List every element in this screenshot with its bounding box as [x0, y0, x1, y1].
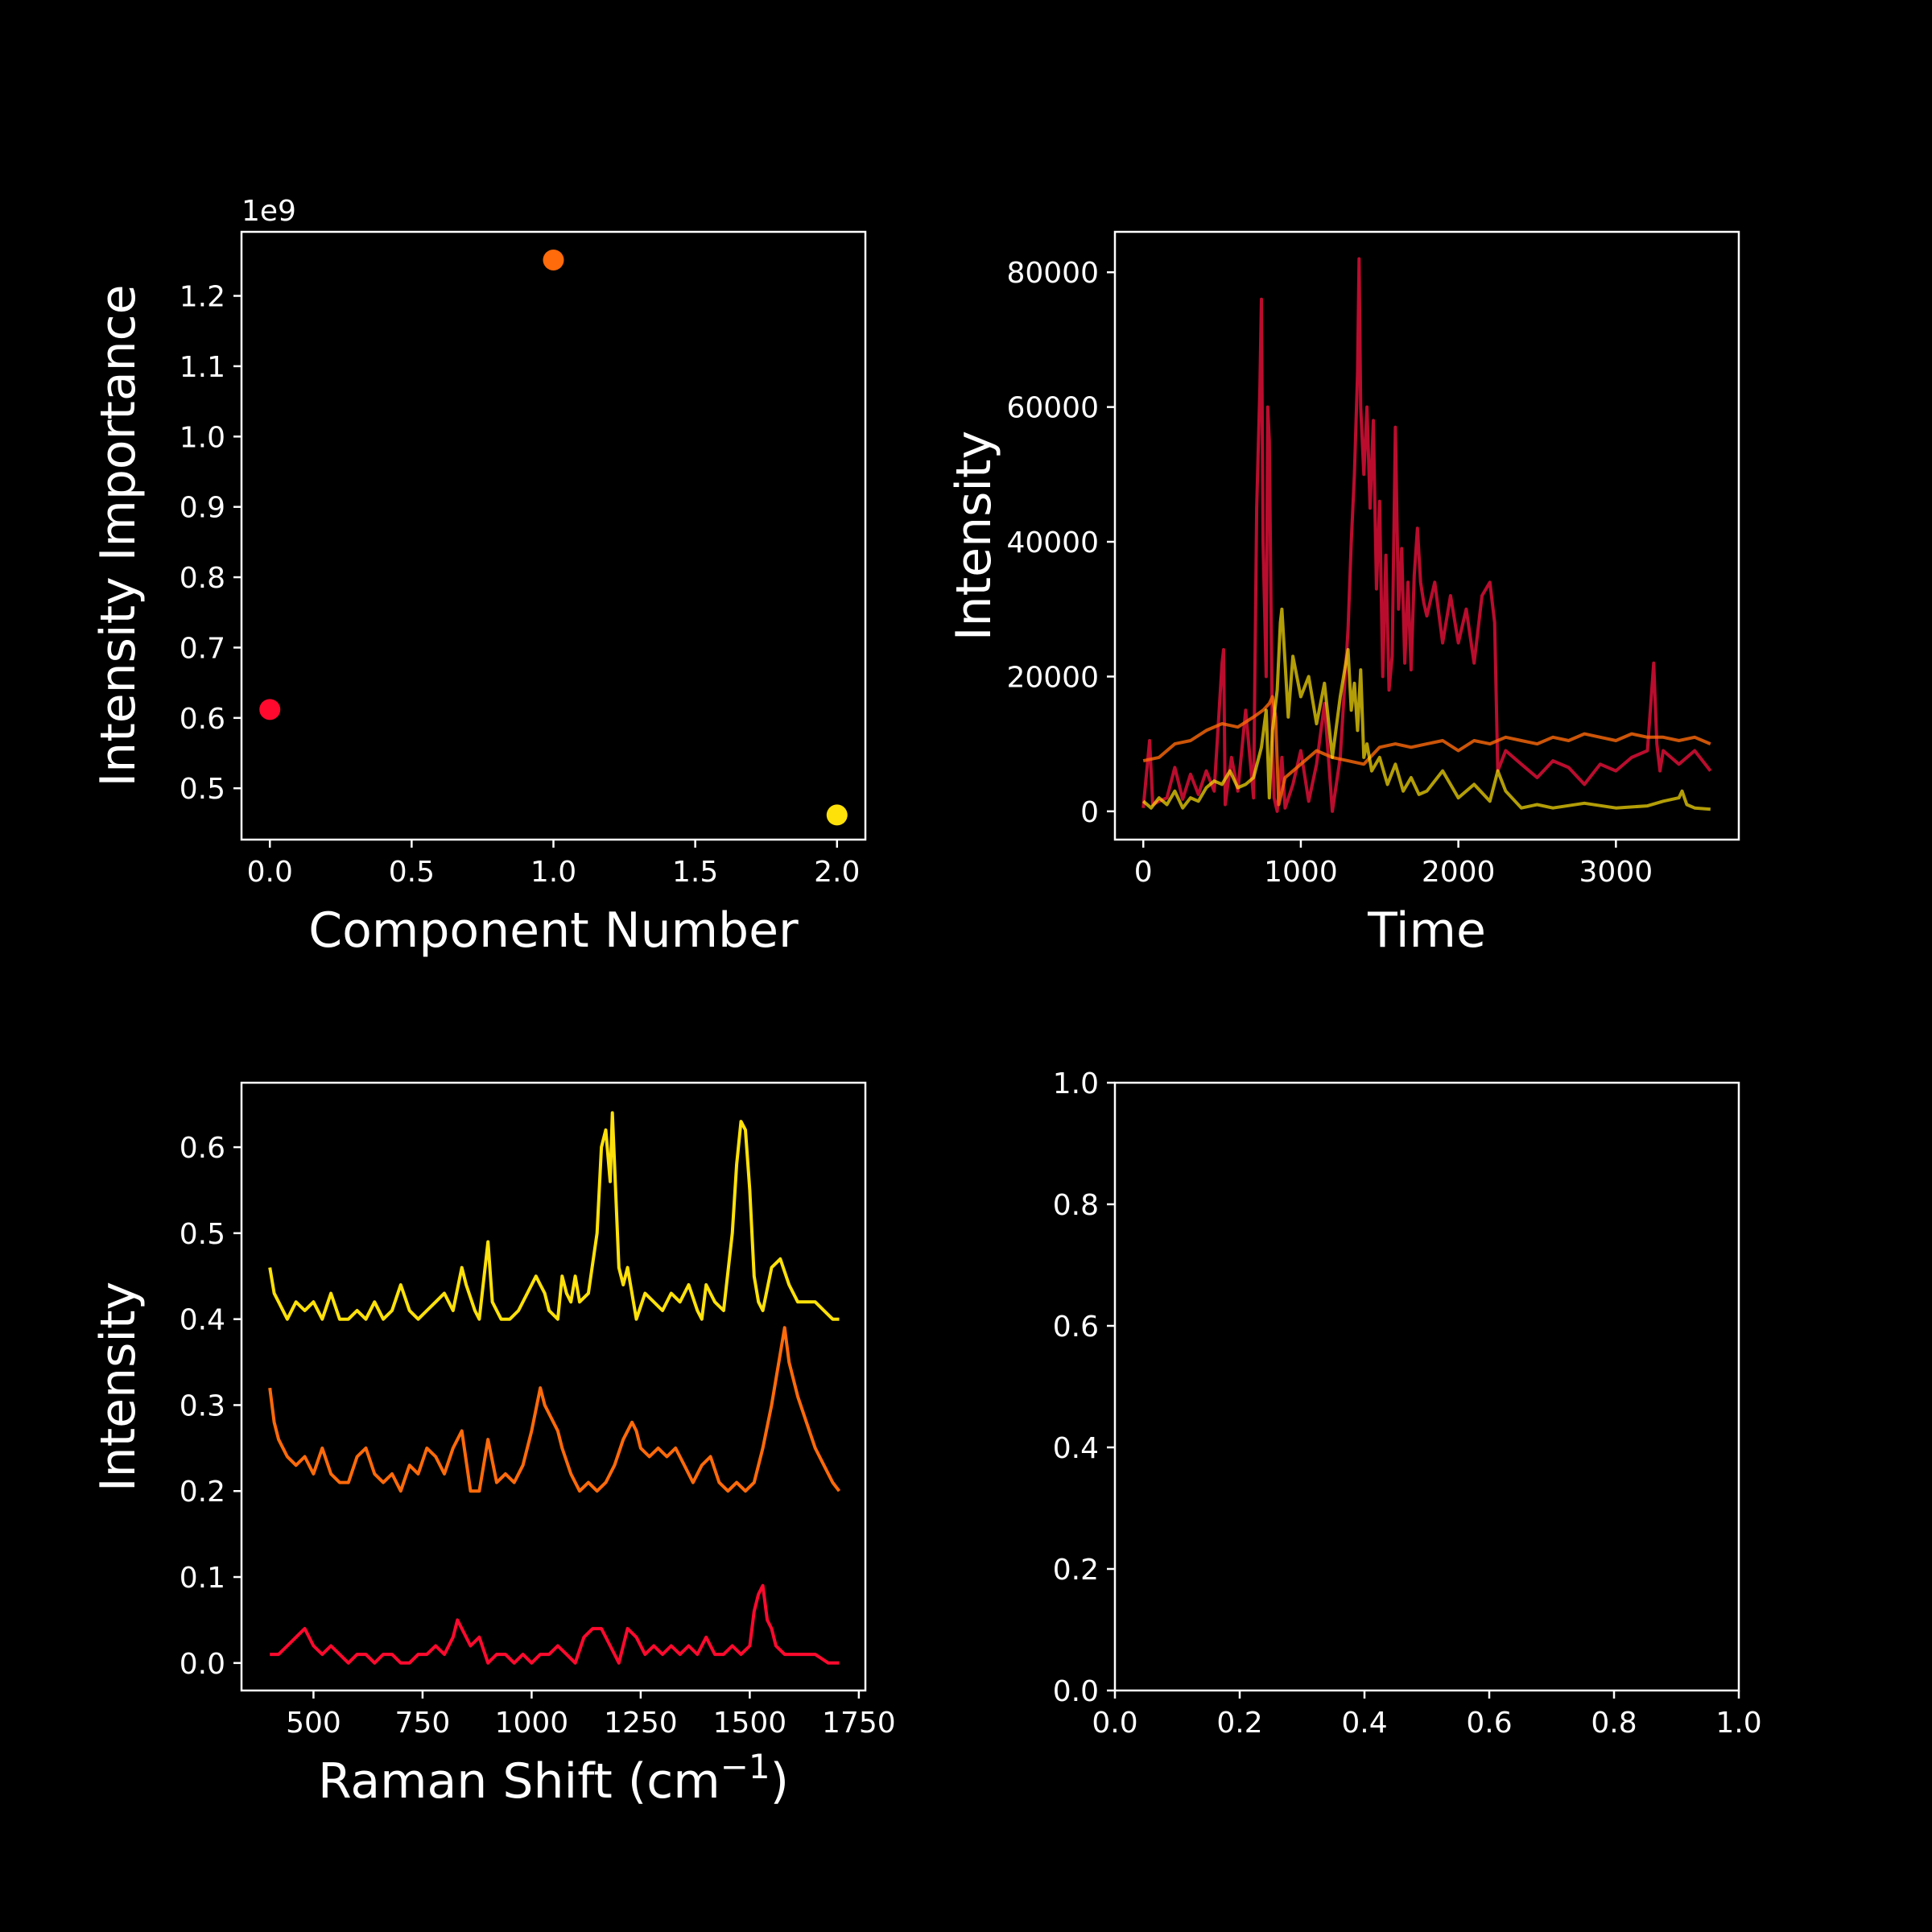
x-axis-label: Time [1367, 902, 1486, 959]
x-tick-label: 0.4 [1341, 1707, 1387, 1740]
x-tick-label: 1500 [713, 1707, 787, 1740]
y-axis-label: Intensity [90, 1282, 147, 1492]
y-tick-label: 0.0 [180, 1648, 225, 1681]
y-tick-label: 1.0 [180, 421, 225, 454]
x-tick-label: 0.5 [389, 856, 435, 889]
x-tick-label: 3000 [1579, 856, 1653, 889]
x-tick-label: 1250 [604, 1707, 678, 1740]
x-tick-label: 0.8 [1591, 1707, 1637, 1740]
y-tick-label: 0.6 [1053, 1311, 1099, 1344]
y-tick-label: 0.2 [1053, 1554, 1099, 1587]
y-tick-label: 0.4 [1053, 1432, 1099, 1465]
series-line-1 [268, 1326, 841, 1493]
series-line-2 [1141, 607, 1711, 811]
x-tick-label: 1.0 [530, 856, 576, 889]
x-tick-label: 0 [1134, 856, 1153, 889]
empty-panel: 0.0 0.2 0.4 0.6 0.8 1.0 0.0 0.2 0.4 0.6 0.8 1.0 [1053, 1067, 1762, 1740]
series-line-0 [268, 1111, 840, 1321]
y-tick-label: 0.0 [1053, 1675, 1099, 1708]
raman-panel: 500 750 1000 1250 1500 1750 0.0 0.1 0.2 0.3 0.4 0.5… [90, 1081, 896, 1810]
y-tick-label: 40000 [1006, 526, 1099, 559]
x-tick-label: 1000 [495, 1707, 569, 1740]
axes-frame [1113, 1081, 1740, 1692]
data-point-2 [826, 804, 848, 826]
y-axis-label: Intensity Importance [90, 284, 147, 786]
x-tick-label: 500 [286, 1707, 341, 1740]
axes-frame [240, 1081, 867, 1692]
series-line-0 [1141, 257, 1712, 813]
y-tick-label: 80000 [1006, 257, 1099, 290]
data-point-0 [259, 699, 281, 720]
data-point-1 [543, 249, 564, 270]
x-tick-label: 750 [395, 1707, 451, 1740]
y-tick-label: 60000 [1006, 392, 1099, 425]
x-tick-label: 0.2 [1216, 1707, 1262, 1740]
y-tick-label: 1.0 [1053, 1067, 1099, 1100]
time-panel: 0 1000 2000 3000 0 20000 40000 60000 80000 Time In… [946, 230, 1740, 959]
x-axis-label: Component Number [308, 902, 799, 959]
y-tick-label: 0.7 [180, 632, 225, 665]
series-line-1 [1142, 695, 1711, 807]
x-tick-label: 1.0 [1715, 1707, 1761, 1740]
y-tick-label: 0.6 [180, 703, 225, 736]
x-tick-label: 0.0 [247, 856, 293, 889]
x-tick-label: 1750 [822, 1707, 896, 1740]
series-line-2 [270, 1583, 840, 1665]
y-tick-label: 0.1 [180, 1562, 225, 1595]
x-tick-label: 0.0 [1092, 1707, 1137, 1740]
y-tick-label: 0.9 [180, 492, 225, 525]
y-tick-label: 0.6 [180, 1132, 225, 1165]
y-tick-label: 1.1 [180, 351, 225, 384]
x-tick-label: 1000 [1264, 856, 1338, 889]
x-tick-label: 1.5 [672, 856, 718, 889]
y-tick-label: 0.5 [180, 1218, 225, 1251]
axis-offset-text: 1e9 [242, 195, 296, 228]
y-tick-label: 0.8 [1053, 1189, 1099, 1222]
x-tick-label: 0.6 [1466, 1707, 1512, 1740]
scatter-panel: 0.0 0.5 1.0 1.5 2.0 0.5 0.6 0.7 0.8 0.9 1.0 1.1 1.2 1… [90, 195, 867, 959]
x-axis-label: Raman Shift (cm−1) [318, 1747, 789, 1810]
y-tick-label: 0.2 [180, 1476, 225, 1509]
y-tick-label: 0.4 [180, 1304, 225, 1337]
y-tick-label: 0.8 [180, 562, 225, 595]
x-tick-label: 2000 [1422, 856, 1496, 889]
y-tick-label: 20000 [1006, 661, 1099, 694]
y-tick-label: 1.2 [180, 281, 225, 314]
y-tick-label: 0.3 [180, 1389, 225, 1422]
y-tick-label: 0 [1080, 796, 1099, 829]
x-tick-label: 2.0 [814, 856, 860, 889]
y-axis-label: Intensity [946, 431, 1002, 641]
y-tick-label: 0.5 [180, 773, 225, 806]
axes-frame [1113, 230, 1740, 841]
